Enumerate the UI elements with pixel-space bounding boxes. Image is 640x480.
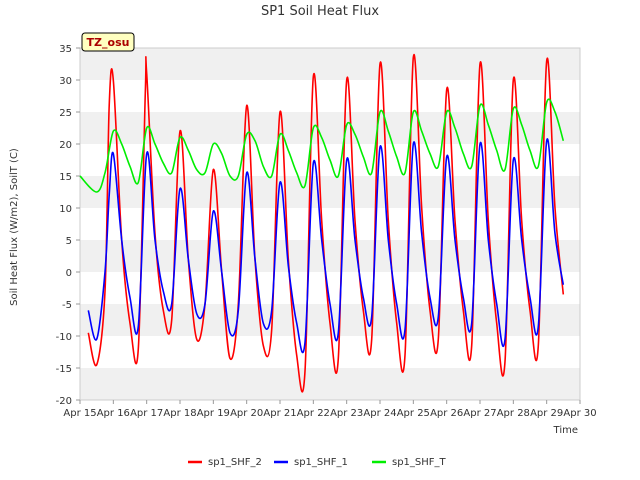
y-axis-label: Soil Heat Flux (W/m2), SoilT (C)	[9, 148, 20, 306]
y-tick-label: 35	[59, 44, 72, 55]
grid-bands	[80, 48, 580, 400]
legend: sp1_SHF_2 sp1_SHF_1 sp1_SHF_T	[188, 457, 447, 468]
x-tick-label: Apr 21	[263, 408, 296, 419]
y-tick-label: 25	[59, 108, 72, 119]
y-tick-label: 20	[59, 140, 72, 151]
grid-band	[80, 336, 580, 368]
x-tick-label: Apr 19	[197, 408, 230, 419]
y-tick-label: -5	[62, 300, 72, 311]
series-line-sp1_SHF_1	[87, 138, 565, 354]
x-tick-label: Apr 29	[530, 408, 563, 419]
y-tick-label: 15	[59, 172, 72, 183]
x-tick-label: Apr 26	[430, 408, 463, 419]
grid-band	[80, 240, 580, 272]
grid-band	[80, 48, 580, 80]
annotation-text: TZ_osu	[87, 36, 130, 49]
chart-title: SP1 Soil Heat Flux	[261, 4, 379, 19]
x-axis-label: Time	[553, 425, 578, 436]
y-tick-label: -10	[56, 332, 72, 343]
series-line-sp1_SHF_2	[87, 53, 565, 393]
x-tick-label: Apr 23	[330, 408, 363, 419]
x-tick-label: Apr 24	[363, 408, 396, 419]
y-tick-label: -20	[56, 396, 72, 407]
x-tick-label: Apr 18	[163, 408, 196, 419]
legend-label: sp1_SHF_2	[208, 457, 262, 468]
x-tick-label: Apr 20	[230, 408, 263, 419]
grid-band	[80, 80, 580, 112]
x-tick-label: Apr 27	[463, 408, 496, 419]
annotation-box: TZ_osu	[81, 32, 135, 52]
y-axis: -20 -15 -10 -5 0 5 10 15 20 25 30 35	[56, 44, 80, 407]
series-line-sp1_SHF_T	[79, 98, 565, 193]
grid-band	[80, 208, 580, 240]
y-tick-label: 0	[66, 268, 72, 279]
legend-label: sp1_SHF_1	[294, 457, 348, 468]
x-tick-label: Apr 16	[97, 408, 130, 419]
x-axis: Apr 15 Apr 16 Apr 17 Apr 18 Apr 19 Apr 20 Apr …	[63, 400, 597, 419]
x-tick-label: Apr 17	[130, 408, 163, 419]
grid-band	[80, 176, 580, 208]
x-tick-label: Apr 15	[63, 408, 96, 419]
x-tick-label: Apr 28	[497, 408, 530, 419]
y-tick-label: -15	[56, 364, 72, 375]
grid-band	[80, 368, 580, 400]
x-tick-label: Apr 25	[397, 408, 430, 419]
y-tick-label: 30	[59, 76, 72, 87]
grid-band	[80, 112, 580, 144]
x-tick-label: Apr 30	[563, 408, 596, 419]
series-lines	[79, 53, 565, 393]
y-tick-label: 10	[59, 204, 72, 215]
x-tick-label: Apr 22	[297, 408, 330, 419]
legend-label: sp1_SHF_T	[392, 457, 447, 468]
plot-area	[79, 47, 581, 401]
y-tick-label: 5	[66, 236, 72, 247]
